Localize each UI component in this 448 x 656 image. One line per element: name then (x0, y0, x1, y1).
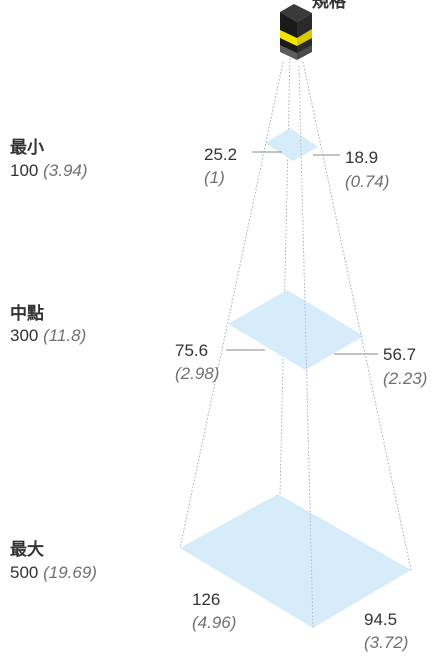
min-width-inch: (1) (204, 168, 225, 187)
level-max-label: 最大 (10, 540, 44, 560)
level-mid-distance-mm: 300 (10, 326, 39, 345)
level-mid-distance: 300 (11.8) (10, 326, 86, 346)
max-width-value: 126 (192, 590, 221, 609)
min-depth-inch: (0.74) (345, 172, 390, 191)
level-max-distance: 500 (19.69) (10, 563, 97, 583)
frustum-overlay (179, 61, 412, 629)
sensor-icon (280, 4, 312, 60)
level-min-distance-in: (3.94) (43, 161, 88, 180)
sensor-label: 規格 (312, 0, 346, 11)
mid-depth-value: 56.7 (383, 345, 417, 364)
max-width-inch: (4.96) (192, 613, 237, 632)
mid-depth-inch: (2.23) (383, 369, 428, 388)
fov-plane-min (265, 128, 318, 161)
level-min-distance: 100 (3.94) (10, 161, 88, 181)
level-max-distance-mm: 500 (10, 563, 39, 582)
max-depth-value: 94.5 (364, 610, 398, 629)
mid-width-inch: (2.98) (175, 364, 220, 383)
level-max-distance-in: (19.69) (43, 563, 97, 582)
max-depth-inch: (3.72) (364, 633, 409, 652)
min-width-value: 25.2 (204, 145, 238, 164)
level-mid-label: 中點 (10, 304, 44, 324)
level-mid-distance-in: (11.8) (43, 326, 87, 345)
mid-width-value: 75.6 (175, 341, 209, 360)
leader-lines (226, 151, 378, 355)
frustum-edge-back (279, 57, 291, 495)
level-min-label: 最小 (10, 138, 44, 158)
fov-plane-mid (228, 290, 364, 370)
level-min-distance-mm: 100 (10, 161, 39, 180)
min-depth-value: 18.9 (345, 148, 379, 167)
fov-plane-max (180, 494, 411, 628)
